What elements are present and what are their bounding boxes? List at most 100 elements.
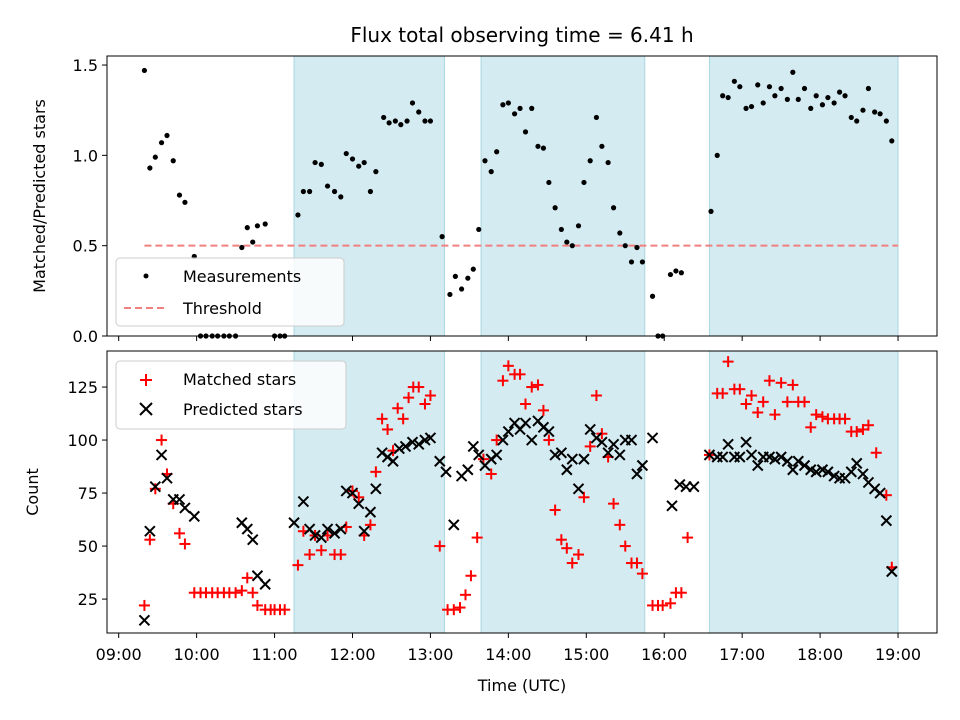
measurement-point xyxy=(708,208,714,214)
matched-star-point xyxy=(775,377,787,389)
matched-star-point xyxy=(454,602,466,614)
predicted-star-point xyxy=(572,483,585,495)
matched-star-point xyxy=(353,491,365,503)
matched-star-point xyxy=(376,413,388,425)
predicted-star-point xyxy=(636,459,649,472)
matched-star-point xyxy=(448,604,460,616)
matched-star-point xyxy=(335,549,347,561)
matched-star-point xyxy=(156,434,168,446)
measurement-point xyxy=(801,85,808,92)
x-tick-label: 13:00 xyxy=(407,645,453,664)
measurement-point xyxy=(331,188,338,195)
predicted-star-point xyxy=(549,449,561,461)
matched-star-point xyxy=(757,396,769,408)
measurement-point xyxy=(239,244,245,251)
matched-star-point xyxy=(514,368,526,380)
matched-star-point xyxy=(870,447,882,459)
measurements-legend-label: Measurements xyxy=(183,267,301,286)
measurement-point xyxy=(569,243,575,249)
predicted-star-point xyxy=(666,500,678,512)
measurement-point xyxy=(312,159,318,166)
matched-star-point xyxy=(787,379,799,391)
measurement-point xyxy=(404,118,410,124)
measurement-point xyxy=(540,145,547,151)
measurement-point xyxy=(720,93,726,99)
matched-star-point xyxy=(664,597,676,609)
measurement-point xyxy=(842,93,848,99)
measurement-point xyxy=(795,96,801,102)
matched-star-point xyxy=(144,534,156,546)
measurement-point xyxy=(678,270,684,276)
y-tick-label: 125 xyxy=(67,378,98,397)
predicted-star-point xyxy=(440,466,452,478)
measurement-point xyxy=(254,223,261,229)
measurement-point xyxy=(529,105,535,111)
matched-star-point xyxy=(173,527,185,539)
predicted-star-point xyxy=(473,449,485,461)
measurement-point xyxy=(784,96,790,102)
count-y-axis-label: Count xyxy=(23,468,42,516)
measurement-point xyxy=(427,118,434,124)
predicted-star-point xyxy=(886,565,898,578)
measurement-point xyxy=(634,244,640,251)
matched-star-point xyxy=(241,572,253,584)
measurement-point xyxy=(610,205,617,211)
measurement-point xyxy=(517,105,523,111)
x-tick-label: 11:00 xyxy=(252,645,298,664)
measurement-point xyxy=(546,179,552,186)
count-legend: Matched stars Predicted stars xyxy=(115,360,347,430)
count-legend-box xyxy=(115,360,347,430)
predicted-star-point xyxy=(406,436,419,448)
measurement-point xyxy=(639,259,646,265)
measurement-point xyxy=(170,158,176,164)
measurement-point xyxy=(673,268,679,274)
predicted-star-point xyxy=(519,417,532,429)
x-tick-label: 18:00 xyxy=(797,645,843,664)
predicted-star-point xyxy=(179,502,191,514)
predicted-star-point xyxy=(578,453,590,465)
predicted-star-point xyxy=(674,478,686,491)
matched-star-point xyxy=(682,532,694,544)
measurement-point xyxy=(244,225,250,231)
measurement-point xyxy=(628,259,635,265)
measurement-point xyxy=(324,183,331,189)
measurement-point xyxy=(599,143,605,149)
matched-star-point xyxy=(810,409,822,421)
measurement-point xyxy=(343,150,349,157)
measurement-point xyxy=(338,194,344,200)
predicted-star-point xyxy=(502,425,515,438)
ratio-legend: Measurements Threshold xyxy=(115,257,345,327)
measurement-point xyxy=(808,105,814,111)
measurement-point xyxy=(522,129,529,135)
predicted-star-point xyxy=(688,480,700,493)
measurement-point xyxy=(511,111,518,117)
x-tick-label: 16:00 xyxy=(641,645,687,664)
observing-window-2 xyxy=(480,55,646,337)
measurement-point xyxy=(158,140,165,146)
predicted-star-point xyxy=(792,455,804,467)
x-tick-label: 15:00 xyxy=(563,645,609,664)
observing-window-2 xyxy=(480,350,646,634)
matched-star-point xyxy=(746,390,758,402)
measurement-point xyxy=(743,105,749,111)
matched-star-point xyxy=(502,360,514,372)
measurement-point xyxy=(581,179,587,186)
measurement-point xyxy=(760,100,766,106)
measurement-point xyxy=(622,243,628,249)
measurement-point xyxy=(182,199,188,205)
measurement-point xyxy=(500,102,506,108)
measurement-point xyxy=(883,118,889,124)
predicted-star-point xyxy=(241,523,253,535)
measurement-point xyxy=(318,161,324,167)
measurement-point xyxy=(854,118,860,124)
predicted-star-point xyxy=(857,468,869,480)
predicted-star-point xyxy=(353,497,365,510)
predicted-star-point xyxy=(722,438,734,451)
matched-star-point xyxy=(247,587,259,599)
predicted-star-point xyxy=(155,449,168,461)
measurement-point xyxy=(447,291,453,298)
measurement-point xyxy=(535,143,541,149)
matched-star-point xyxy=(717,387,729,399)
predicted-star-point xyxy=(434,455,446,467)
predicted-star-point xyxy=(526,434,538,446)
